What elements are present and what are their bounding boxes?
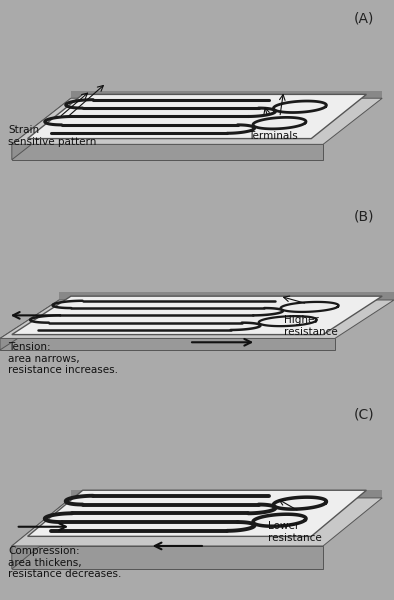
Polygon shape	[71, 91, 382, 98]
Text: (A): (A)	[354, 12, 374, 26]
Polygon shape	[0, 300, 59, 350]
Polygon shape	[12, 498, 382, 546]
Polygon shape	[59, 292, 394, 300]
Text: Terminals: Terminals	[248, 131, 298, 141]
Polygon shape	[12, 98, 71, 160]
Polygon shape	[12, 498, 382, 546]
Text: Tension:
area narrows,
resistance increases.: Tension: area narrows, resistance increa…	[8, 342, 118, 376]
Polygon shape	[12, 98, 382, 145]
Text: (C): (C)	[354, 407, 374, 422]
Polygon shape	[0, 300, 394, 338]
Polygon shape	[0, 300, 394, 338]
Polygon shape	[12, 296, 382, 335]
Polygon shape	[12, 498, 71, 569]
Polygon shape	[28, 94, 366, 139]
Text: Lower
resistance: Lower resistance	[268, 521, 322, 542]
Text: Strain
sensitive pattern: Strain sensitive pattern	[8, 125, 96, 147]
Text: Higher
resistance: Higher resistance	[284, 316, 337, 337]
Polygon shape	[28, 490, 366, 536]
Polygon shape	[12, 98, 382, 145]
Polygon shape	[12, 546, 323, 569]
Polygon shape	[71, 490, 382, 498]
Polygon shape	[12, 145, 323, 160]
Text: Compression:
area thickens,
resistance decreases.: Compression: area thickens, resistance d…	[8, 546, 121, 579]
Text: (B): (B)	[354, 209, 374, 224]
Polygon shape	[0, 338, 335, 350]
